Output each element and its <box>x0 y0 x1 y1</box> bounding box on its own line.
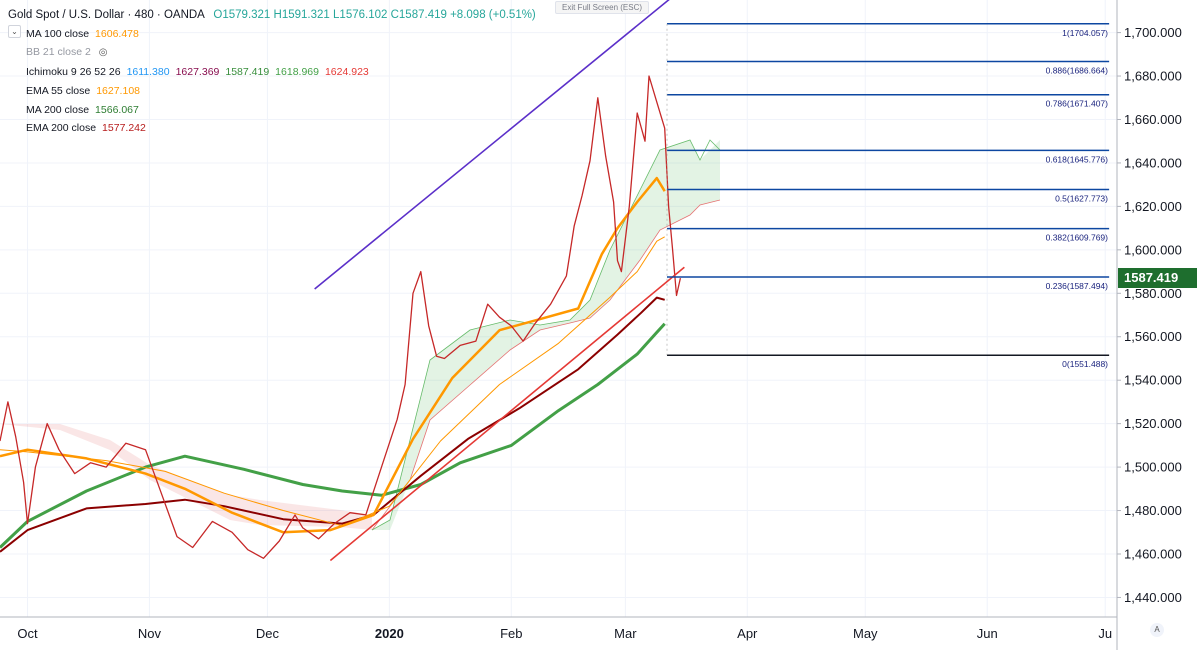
price-axis-tick-label: 1,500.000 <box>1124 460 1182 475</box>
price-axis-tick-label: 1,680.000 <box>1124 69 1182 84</box>
legend-label: EMA 55 close <box>26 84 91 97</box>
plot-background <box>0 0 1117 618</box>
last-price-label: 1587.419 <box>1118 268 1197 288</box>
high-value: H1591.321 <box>273 9 330 21</box>
series-line-ma-200 <box>0 322 666 549</box>
fib-level-label: 0.618(1645.776) <box>1046 154 1109 164</box>
time-axis[interactable]: Oct Nov Dec 2020 Feb Mar Apr May Jun Ju <box>17 626 1112 641</box>
price-axis-tick-label: 1,640.000 <box>1124 155 1182 170</box>
low-value: L1576.102 <box>333 9 388 21</box>
legend-collapse-icon[interactable]: ⌄ <box>8 25 21 38</box>
time-axis-tick-label: Oct <box>17 626 38 641</box>
legend-row[interactable]: MA 200 close 1566.067 <box>8 101 536 120</box>
auto-scale-button[interactable]: A <box>1150 623 1164 637</box>
trendlines <box>314 0 685 562</box>
senkou-span-b-line <box>371 199 721 531</box>
legend-row[interactable]: EMA 200 close 1577.242 <box>8 119 536 138</box>
price-axis-tick-label: 1,540.000 <box>1124 373 1182 388</box>
open-value: O1579.321 <box>213 9 271 21</box>
series-lines <box>0 75 682 559</box>
trendline-rising-support[interactable] <box>329 266 685 562</box>
price-axis-tick-label: 1,520.000 <box>1124 416 1182 431</box>
legend-value: 1618.969 <box>275 66 319 79</box>
legend-value: 1611.380 <box>126 66 170 79</box>
series-line-ema-55 <box>0 176 666 534</box>
legend-value: 1627.369 <box>175 66 220 79</box>
legend-row[interactable]: MA 100 close 1606.478 <box>8 25 536 44</box>
series-line-price <box>0 75 682 559</box>
price-axis[interactable]: 1,440.000 1,460.000 1,480.000 1,500.000 1,52… <box>1117 25 1182 605</box>
fib-level-label: 0.5(1627.773) <box>1055 194 1108 204</box>
symbol-title: Gold Spot / U.S. Dollar · 480 · OANDA <box>8 9 205 21</box>
time-axis-tick-label: Dec <box>256 626 280 641</box>
price-axis-tick-label: 1,580.000 <box>1124 286 1182 301</box>
price-axis-tick-label: 1,440.000 <box>1124 590 1182 605</box>
grid <box>0 0 1117 617</box>
legend-label: MA 200 close <box>26 103 90 116</box>
fib-level-label: 0.236(1587.494) <box>1046 281 1109 291</box>
chart-legend: Gold Spot / U.S. Dollar · 480 · OANDA O1… <box>8 6 536 138</box>
time-axis-tick-label: 2020 <box>375 626 404 641</box>
legend-value: 1566.067 <box>95 103 139 116</box>
legend-row[interactable]: BB 21 close 2 ◎ <box>8 43 536 63</box>
legend-label: BB 21 close 2 <box>26 46 91 59</box>
legend-value: 1624.923 <box>324 66 369 79</box>
price-axis-tick-label: 1,560.000 <box>1124 329 1182 344</box>
price-axis-tick-label: 1,620.000 <box>1124 199 1182 214</box>
time-axis-tick-label: Feb <box>500 626 522 641</box>
legend-label: EMA 200 close <box>26 122 97 135</box>
legend-value: 1627.108 <box>96 84 140 97</box>
price-axis-tick-label: 1,460.000 <box>1124 546 1182 561</box>
fib-level-label: 1(1704.057) <box>1062 28 1108 38</box>
cloud-segment <box>372 140 720 530</box>
fib-level-label: 0.886(1686.664) <box>1046 66 1109 76</box>
fib-level-label: 0.786(1671.407) <box>1046 99 1109 109</box>
legend-value: 1587.419 <box>225 66 270 79</box>
legend-row[interactable]: EMA 55 close 1627.108 <box>8 82 536 101</box>
fib-level-label: 0.382(1609.769) <box>1046 233 1109 243</box>
time-axis-tick-label: Jun <box>977 626 998 641</box>
legend-label: Ichimoku 9 26 52 26 <box>26 66 121 79</box>
close-value: C1587.419 <box>390 9 447 21</box>
fib-level-label: 0(1551.488) <box>1062 359 1108 369</box>
trendline-upper-channel[interactable] <box>314 0 677 290</box>
hidden-eye-icon[interactable]: ◎ <box>98 47 108 59</box>
time-axis-tick-label: May <box>853 626 878 641</box>
ohlc-values: O1579.321 H1591.321 L1576.102 C1587.419 … <box>213 9 535 21</box>
legend-row[interactable]: Ichimoku 9 26 52 26 1611.380 1627.369 1587.… <box>8 63 536 82</box>
time-axis-tick-label: Apr <box>737 626 758 641</box>
legend-value: 1606.478 <box>95 27 139 40</box>
indicator-list: MA 100 close 1606.478 BB 21 close 2 ◎ Ichimo… <box>8 25 536 138</box>
time-axis-tick-label: Mar <box>614 626 637 641</box>
price-axis-tick-label: 1,700.000 <box>1124 25 1182 40</box>
price-axis-tick-label: 1,600.000 <box>1124 242 1182 257</box>
cloud-segment <box>0 424 372 530</box>
exit-fullscreen-button[interactable]: Exit Full Screen (ESC) <box>555 1 650 14</box>
symbol-header: Gold Spot / U.S. Dollar · 480 · OANDA O1… <box>8 6 536 25</box>
change-value: +8.098 (+0.51%) <box>450 9 536 21</box>
price-axis-tick-label: 1,660.000 <box>1124 112 1182 127</box>
time-axis-tick-label: Ju <box>1098 626 1112 641</box>
price-axis-tick-label: 1,480.000 <box>1124 503 1182 518</box>
time-axis-tick-label: Nov <box>138 626 162 641</box>
fibonacci-retracement[interactable]: 1(1704.057) 0.886(1686.664) 0.786(1671.407… <box>666 23 1110 369</box>
series-line-ma-100 <box>0 236 665 527</box>
legend-label: MA 100 close <box>26 27 90 40</box>
legend-value: 1577.242 <box>102 122 146 135</box>
